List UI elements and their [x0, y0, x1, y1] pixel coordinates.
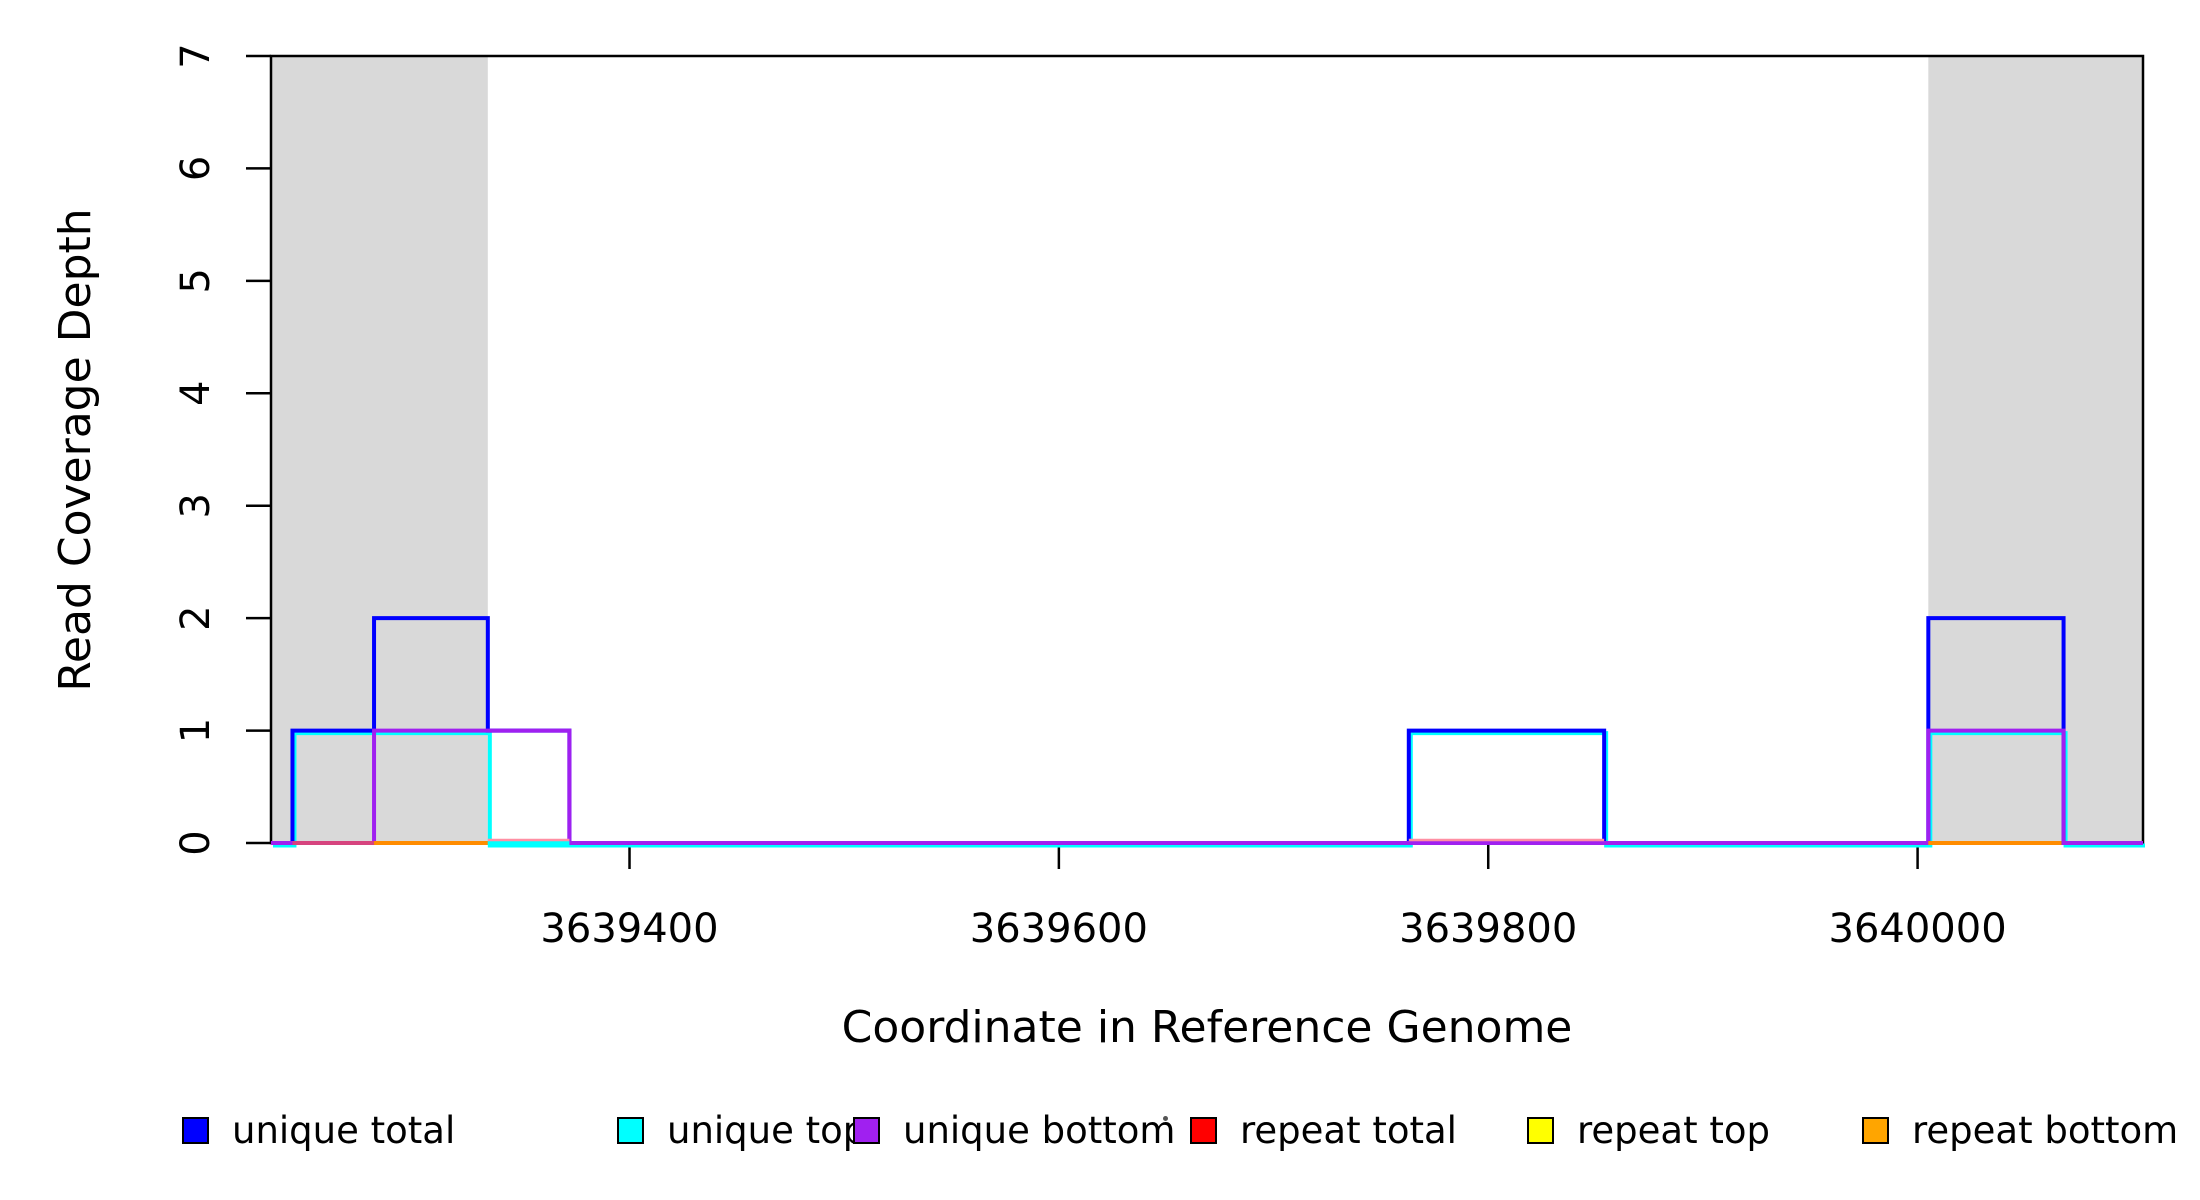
y-tick-label: 1: [173, 718, 219, 743]
shaded-regions: [271, 56, 2143, 843]
legend-swatch-unique-bottom: [853, 1116, 880, 1144]
legend: unique total unique top unique bottom repea…: [0, 1108, 2200, 1168]
legend-item-repeat-bottom: repeat bottom: [1862, 1108, 2178, 1152]
series-unique-top: [273, 731, 2145, 848]
axis-ticks: 3639400 3639600 3639800 3640000 0 1 2 3 4 5 6 7: [173, 43, 2007, 952]
x-tick-label: 3639600: [970, 906, 1148, 952]
legend-swatch-repeat-total: [1190, 1116, 1217, 1144]
zero-line-overlays: [292, 838, 2060, 845]
x-axis-title: Coordinate in Reference Genome: [842, 1002, 1573, 1053]
y-tick-label: 3: [173, 493, 219, 518]
y-axis-title: Read Coverage Depth: [50, 208, 101, 691]
y-tick-label: 4: [173, 381, 219, 406]
legend-label: repeat top: [1577, 1108, 1770, 1152]
shaded-region-0: [271, 56, 488, 843]
legend-swatch-repeat-bottom: [1862, 1116, 1889, 1144]
legend-label: unique bottom: [903, 1108, 1176, 1152]
plot-border-box: [269, 54, 2145, 845]
series-lines: [271, 616, 2145, 848]
legend-swatch-unique-top: [617, 1116, 644, 1144]
legend-label: unique top: [667, 1108, 867, 1152]
y-tick-label: 2: [173, 605, 219, 630]
x-tick-label: 3639800: [1399, 906, 1577, 952]
legend-item-repeat-top: repeat top: [1527, 1108, 1770, 1152]
legend-label: repeat bottom: [1912, 1108, 2179, 1152]
y-tick-label: 5: [173, 268, 219, 293]
legend-swatch-repeat-top: [1527, 1116, 1554, 1144]
y-tick-label: 7: [173, 43, 219, 68]
series-unique-bottom: [271, 728, 2143, 845]
x-tick-label: 3640000: [1829, 906, 2007, 952]
legend-swatch-unique-total: [182, 1116, 209, 1144]
legend-item-unique-top: unique top: [617, 1108, 866, 1152]
shaded-region-1: [1928, 56, 2143, 843]
legend-label: unique total: [232, 1108, 456, 1152]
legend-label: repeat total: [1240, 1108, 1457, 1152]
y-tick-label: 6: [173, 156, 219, 181]
legend-item-unique-total: unique total: [182, 1108, 455, 1152]
stray-dot-mark: [1163, 1116, 1168, 1121]
legend-item-unique-bottom: unique bottom: [853, 1108, 1175, 1152]
x-tick-label: 3639400: [540, 906, 718, 952]
y-tick-label: 0: [173, 830, 219, 855]
legend-item-repeat-total: repeat total: [1190, 1108, 1457, 1152]
